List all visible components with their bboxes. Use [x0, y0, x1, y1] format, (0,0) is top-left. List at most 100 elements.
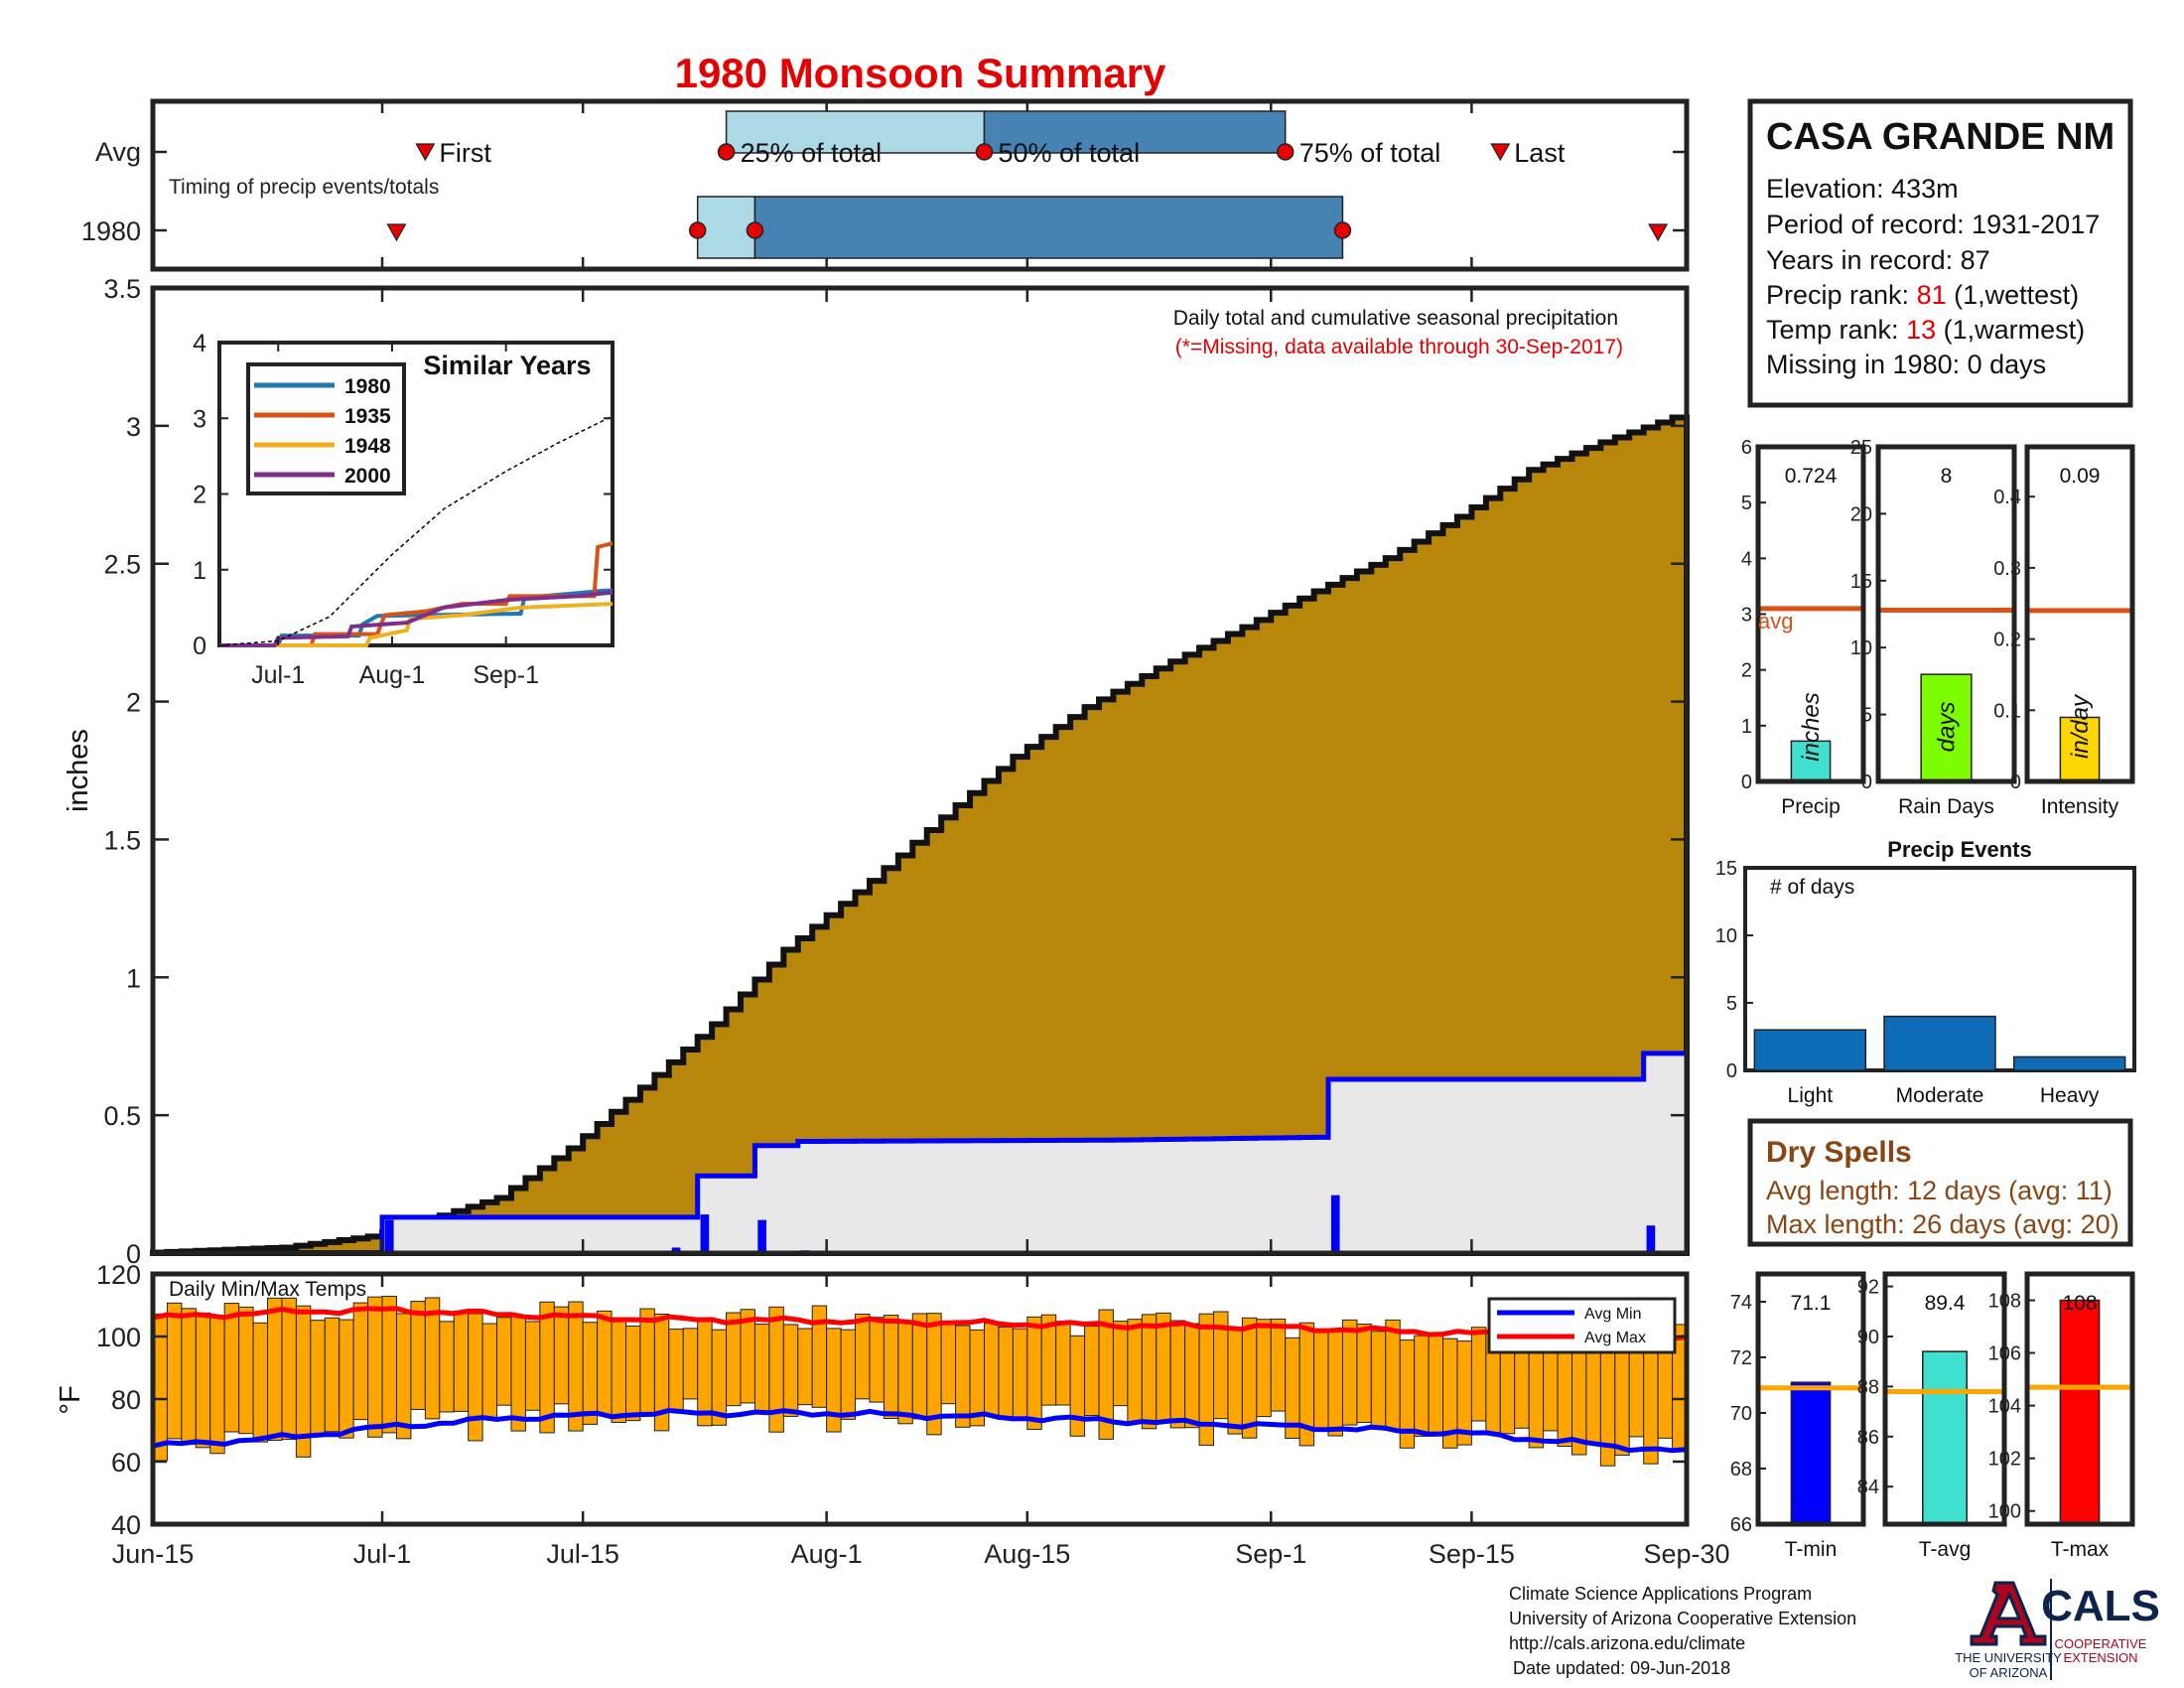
year-25pct-marker [688, 221, 707, 239]
daily-temp-bar [668, 1329, 684, 1412]
temp-y-tick-label: 80 [111, 1385, 141, 1415]
daily-temp-bar [840, 1329, 857, 1420]
x-tick-label: Jul-15 [546, 1539, 619, 1569]
timing-subtitle: Timing of precip events/totals [169, 176, 439, 199]
station-info-frame [1747, 98, 2133, 408]
avg-max-temp-line [152, 1306, 1688, 1344]
intensity-panel-unit: in/day [2067, 693, 2094, 759]
rain-days-panel-tick-label: 15 [1850, 571, 1872, 593]
temp-panels: 66 68 70 72 74 71.1 T-min 84 86 88 90 92 89.4 T-avg 10… [1730, 1271, 2135, 1561]
tavg-panel-value: 89.4 [1925, 1292, 1966, 1315]
daily-temp-bar [1470, 1327, 1487, 1422]
footer-line-2: University of Arizona Cooperative Extens… [1509, 1609, 1856, 1628]
daily-temp-bar [955, 1325, 971, 1428]
avg-50pct-marker [975, 143, 994, 161]
intensity-panel-bar [2059, 716, 2101, 782]
temp-y-tick-label: 60 [111, 1448, 141, 1477]
inset-legend-label: 1980 [344, 375, 391, 398]
daily-temp-bar [1514, 1340, 1530, 1429]
daily-temp-bar [310, 1320, 326, 1435]
ua-logo-line-1: THE UNIVERSITY [1955, 1650, 2062, 1665]
tmax-panel-label: T-max [2051, 1538, 2110, 1561]
daily-precip-bar [757, 1219, 766, 1253]
daily-temp-bar [911, 1313, 928, 1420]
daily-temp-bar [940, 1324, 957, 1405]
year-50pct-marker [746, 221, 764, 239]
precip-panel-plot-area [1758, 447, 1863, 781]
daily-temp-bar [1327, 1331, 1343, 1437]
station-elevation: Elevation: 433m [1766, 174, 1959, 204]
station-info: CASA GRANDE NM Elevation: 433m Period of… [1747, 98, 2133, 408]
precip-main-note: Daily total and cumulative seasonal prec… [1173, 307, 1618, 330]
tmax-panel-value: 108 [2062, 1292, 2097, 1315]
tmin-panel-label: T-min [1785, 1538, 1838, 1561]
daily-temp-bar [1084, 1326, 1100, 1417]
temps-ylabel: °F [55, 1385, 86, 1414]
tmax-panel-tick-label: 106 [1988, 1343, 2021, 1365]
station-missing: Missing in 1980: 0 days [1766, 350, 2046, 379]
year-last-marker [1648, 223, 1669, 242]
inset-y-tick-label: 3 [193, 405, 206, 433]
intensity-panel-value: 0.09 [2060, 465, 2101, 488]
daily-temp-bar [682, 1328, 699, 1400]
stat-panels: 0 1 2 3 4 5 6 0.724 Precip inches avg 0 5 10 15 20 25 8 Ra… [1741, 437, 2135, 818]
tmax-panel-tick-label: 102 [1988, 1449, 2021, 1471]
daily-temp-bar [223, 1303, 240, 1433]
precip-main-ylabel: inches [63, 729, 94, 812]
daily-temp-bar [195, 1312, 211, 1449]
intensity-panel-label: Intensity [2041, 795, 2119, 818]
daily-temp-bar [582, 1322, 599, 1425]
main-y-tick-label: 1 [126, 963, 141, 993]
daily-temp-bar [1356, 1324, 1372, 1424]
x-tick-label: Sep-1 [1235, 1539, 1306, 1569]
figure-title: 1980 Monsoon Summary [675, 50, 1166, 96]
x-tick-label: Sep-30 [1643, 1539, 1729, 1569]
timing-avg-bar-early [725, 110, 986, 154]
inset-x-tick-label: Jul-1 [251, 661, 305, 689]
rain-days-panel-tick-label: 0 [1861, 772, 1872, 793]
main-y-tick-label: 0 [126, 1239, 141, 1269]
daily-temp-bar [1112, 1321, 1129, 1407]
intensity-panel-tick-label: 0.2 [1993, 630, 2021, 651]
daily-temp-bar [1370, 1331, 1387, 1430]
station-precip-rank: Precip rank: 81 (1,wettest) [1766, 280, 2079, 310]
inset-y-tick-label: 0 [193, 633, 206, 660]
temp-y-tick-label: 100 [96, 1323, 141, 1352]
daily-temp-bar [209, 1315, 225, 1455]
inset-legend-label: 2000 [344, 465, 391, 488]
temps-frame [150, 1271, 1690, 1527]
daily-temp-bar [410, 1301, 426, 1410]
daily-temp-bar [869, 1317, 885, 1403]
daily-precip-bar [700, 1214, 710, 1253]
daily-temp-bar [624, 1326, 641, 1422]
x-tick-label: Aug-15 [984, 1539, 1070, 1569]
inset-y-tick-label: 4 [193, 330, 206, 357]
rain-days-panel-tick-label: 20 [1850, 503, 1872, 525]
precip-panel-tick-label: 5 [1741, 492, 1752, 514]
tavg-panel-tick-label: 92 [1857, 1277, 1879, 1299]
daily-temp-bar [481, 1323, 498, 1419]
station-temp-rank: Temp rank: 13 (1,warmest) [1766, 315, 2085, 345]
university-logo: THE UNIVERSITY OF ARIZONA CALS COOPERATI… [1955, 1579, 2160, 1680]
timing-row-label-avg: Avg [95, 137, 141, 167]
avg-25pct-marker [717, 143, 736, 161]
daily-temp-bar [181, 1308, 197, 1446]
dry-spells-max: Max length: 26 days (avg: 20) [1766, 1209, 2119, 1239]
events-y-tick-label: 10 [1715, 925, 1737, 947]
station-period: Period of record: 1931-2017 [1766, 210, 2100, 239]
year-cumulative-precip-area [153, 1051, 1690, 1256]
timing-75pct-label: 75% of total [1299, 138, 1441, 168]
rain-days-panel-bar [1920, 673, 1973, 782]
dry-spells-frame [1747, 1118, 2133, 1247]
daily-temp-bar [238, 1306, 254, 1435]
precip-panel-value: 0.724 [1785, 465, 1838, 488]
daily-temp-bar [1141, 1314, 1158, 1430]
footer-line-1: Climate Science Applications Program [1509, 1584, 1812, 1604]
rain-days-panel-frame [1875, 444, 2017, 784]
ua-logo-line-2: OF ARIZONA [1970, 1665, 2048, 1680]
inset-line-Avg [218, 415, 614, 646]
rain-days-panel-tick-label: 25 [1850, 437, 1872, 459]
tmax-panel: 100 102 104 106 108 108 T-max [1988, 1271, 2135, 1561]
timing-1980-bar-late [753, 196, 1344, 259]
daily-temp-bar [797, 1328, 813, 1406]
